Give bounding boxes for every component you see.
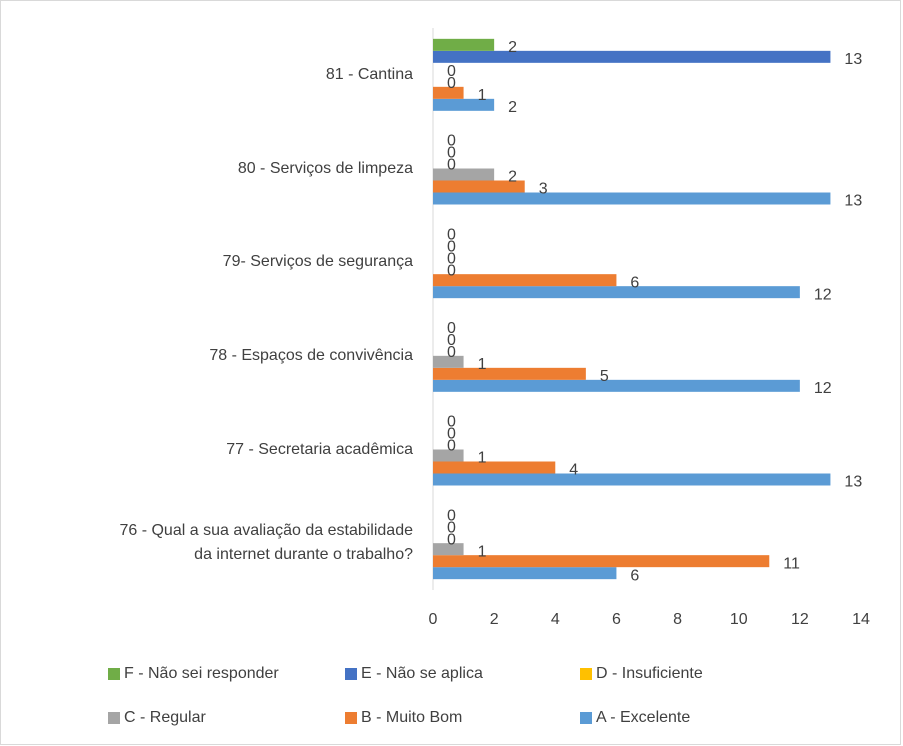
legend-swatch xyxy=(108,712,120,724)
legend-swatch xyxy=(345,668,357,680)
data-label: 1 xyxy=(478,543,487,560)
data-label: 0 xyxy=(447,414,456,431)
category-label: 80 - Serviços de limpeza xyxy=(237,159,413,177)
bar xyxy=(433,50,831,63)
data-label: 0 xyxy=(447,519,456,536)
data-label: 1 xyxy=(478,87,487,104)
data-label: 1 xyxy=(478,356,487,373)
bar xyxy=(433,192,831,205)
x-tick-label: 0 xyxy=(429,611,438,628)
x-tick-label: 8 xyxy=(673,611,682,628)
x-tick-label: 14 xyxy=(852,611,870,628)
category-label: 76 - Qual a sua avaliação da estabilidad… xyxy=(119,522,413,564)
x-tick-label: 10 xyxy=(730,611,748,628)
legend-label: D - Insuficiente xyxy=(596,665,703,682)
data-label: 0 xyxy=(447,75,456,92)
x-tick-label: 12 xyxy=(791,611,809,628)
data-label: 0 xyxy=(447,332,456,349)
data-label: 6 xyxy=(630,567,639,584)
bar xyxy=(433,567,617,580)
data-label: 0 xyxy=(447,438,456,455)
bar xyxy=(433,379,800,392)
data-label: 13 xyxy=(844,51,862,68)
data-label: 3 xyxy=(539,181,548,198)
legend-label: B - Muito Bom xyxy=(361,709,462,726)
bar xyxy=(433,473,831,486)
legend-swatch xyxy=(345,712,357,724)
bar xyxy=(433,449,464,462)
bar xyxy=(433,168,495,181)
legend-swatch xyxy=(108,668,120,680)
bar xyxy=(433,555,770,568)
bar xyxy=(433,367,586,380)
data-label: 6 xyxy=(630,274,639,291)
bar xyxy=(433,461,556,474)
data-label: 2 xyxy=(508,39,517,56)
bar xyxy=(433,286,800,299)
category-label: 81 - Cantina xyxy=(325,65,413,83)
bar xyxy=(433,180,525,193)
data-label: 0 xyxy=(447,63,456,80)
x-tick-label: 2 xyxy=(490,611,499,628)
data-label: 0 xyxy=(447,157,456,174)
data-label: 13 xyxy=(844,474,862,491)
legend-swatch xyxy=(580,668,592,680)
legend-label: C - Regular xyxy=(124,709,206,726)
data-label: 0 xyxy=(447,426,456,443)
bar xyxy=(433,86,464,99)
data-label: 0 xyxy=(447,133,456,150)
category-label: 79- Serviços de segurança xyxy=(222,253,413,271)
category-label: 77 - Secretaria acadêmica xyxy=(226,440,413,458)
x-tick-label: 6 xyxy=(612,611,621,628)
bar xyxy=(433,98,495,111)
data-label: 4 xyxy=(569,462,578,479)
x-tick-label: 4 xyxy=(551,611,560,628)
category-label: 78 - Espaços de convivência xyxy=(209,346,413,364)
data-label: 0 xyxy=(447,145,456,162)
data-label: 11 xyxy=(783,555,800,572)
legend-label: F - Não sei responder xyxy=(124,665,279,682)
data-label: 0 xyxy=(447,507,456,524)
data-label: 12 xyxy=(814,286,832,303)
data-label: 0 xyxy=(447,250,456,267)
legend-label: A - Excelente xyxy=(596,709,690,726)
bar xyxy=(433,38,495,51)
bar xyxy=(433,274,617,287)
data-label: 0 xyxy=(447,344,456,361)
data-label: 0 xyxy=(447,226,456,243)
data-label: 5 xyxy=(600,368,609,385)
data-label: 0 xyxy=(447,531,456,548)
data-label: 1 xyxy=(478,450,487,467)
data-label: 12 xyxy=(814,380,832,397)
data-label: 13 xyxy=(844,193,862,210)
data-label: 0 xyxy=(447,238,456,255)
data-label: 2 xyxy=(508,169,517,186)
legend-swatch xyxy=(580,712,592,724)
bar xyxy=(433,355,464,368)
data-label: 0 xyxy=(447,320,456,337)
data-label: 2 xyxy=(508,99,517,116)
data-label: 0 xyxy=(447,262,456,279)
bar xyxy=(433,543,464,556)
legend-label: E - Não se aplica xyxy=(361,665,483,682)
